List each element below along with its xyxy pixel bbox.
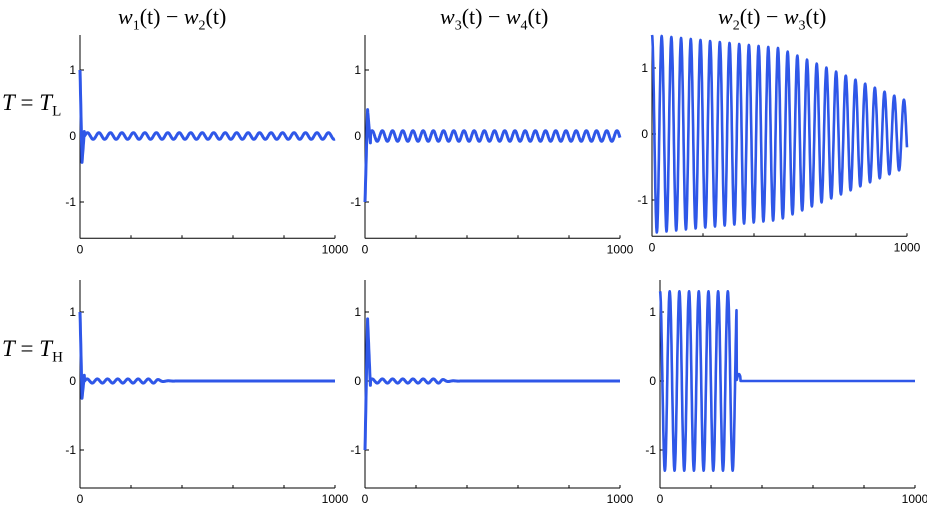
row-label-low: T = TL xyxy=(2,90,61,121)
x-tick-label: 1000 xyxy=(894,240,921,254)
x-tick-label: 0 xyxy=(77,492,84,505)
y-tick-label: 0 xyxy=(649,374,656,388)
y-tick-label: 0 xyxy=(69,374,76,388)
y-tick-label: 0 xyxy=(354,374,361,388)
title-sub-b: 3 xyxy=(798,18,806,34)
title-var-b: w xyxy=(183,4,199,29)
series-line xyxy=(650,34,909,234)
column-title-2: w3(t) − w4(t) xyxy=(440,4,548,34)
title-end: (t) xyxy=(527,4,549,29)
title-sub-b: 4 xyxy=(520,18,528,34)
chart-panel-6: 1 0 -1 0 1000 xyxy=(645,280,927,505)
x-tick-label: 0 xyxy=(362,242,369,256)
y-tick-label: -1 xyxy=(637,193,648,207)
x-tick-label: 0 xyxy=(649,240,656,254)
x-tick-label: 1000 xyxy=(322,492,349,505)
row-rhs: T xyxy=(39,336,53,361)
column-title-1: w1(t) − w2(t) xyxy=(118,4,226,34)
chart-panel-4: 1 0 -1 0 1000 xyxy=(65,280,349,505)
title-sub-a: 2 xyxy=(732,18,740,34)
column-title-3: w2(t) − w3(t) xyxy=(718,4,826,34)
title-var-b: w xyxy=(783,4,799,29)
title-var-a: w xyxy=(118,4,133,29)
y-tick-label: -1 xyxy=(350,195,361,209)
y-tick-label: 0 xyxy=(641,127,648,141)
y-tick-label: 1 xyxy=(649,305,656,319)
y-tick-label: 0 xyxy=(354,129,361,143)
title-mid: (t) − xyxy=(739,4,784,29)
chart-panel-1: 1 0 -1 0 1000 xyxy=(65,35,349,256)
series-line xyxy=(658,289,917,473)
row-eq: = xyxy=(14,336,40,361)
title-var-a: w xyxy=(718,4,733,29)
title-end: (t) xyxy=(205,4,227,29)
title-var-a: w xyxy=(440,4,455,29)
y-tick-label: 1 xyxy=(641,61,648,75)
title-sub-a: 1 xyxy=(132,18,140,34)
row-lhs: T xyxy=(2,336,15,361)
title-end: (t) xyxy=(805,4,827,29)
title-var-b: w xyxy=(505,4,521,29)
series-line xyxy=(78,311,337,400)
chart-panel-2: 1 0 -1 0 1000 xyxy=(350,35,634,256)
x-tick-label: 1000 xyxy=(607,242,634,256)
x-tick-label: 0 xyxy=(362,492,369,505)
x-tick-label: 1000 xyxy=(607,492,634,505)
row-lhs: T xyxy=(2,90,15,115)
x-tick-label: 1000 xyxy=(322,242,349,256)
y-tick-label: -1 xyxy=(65,443,76,457)
y-tick-label: -1 xyxy=(350,443,361,457)
y-tick-label: 1 xyxy=(354,305,361,319)
title-mid: (t) − xyxy=(139,4,184,29)
y-tick-label: 0 xyxy=(69,129,76,143)
y-tick-label: 1 xyxy=(69,305,76,319)
title-sub-b: 2 xyxy=(198,18,206,34)
row-label-high: T = TH xyxy=(2,336,63,367)
chart-panel-5: 1 0 -1 0 1000 xyxy=(350,280,634,505)
row-sub: H xyxy=(52,349,63,366)
y-tick-label: -1 xyxy=(645,443,656,457)
series-line xyxy=(78,69,337,164)
title-sub-a: 3 xyxy=(454,18,462,34)
x-tick-label: 0 xyxy=(657,492,664,505)
series-line xyxy=(363,108,622,203)
y-tick-label: 1 xyxy=(69,63,76,77)
row-eq: = xyxy=(14,90,40,115)
row-sub: L xyxy=(52,103,62,120)
row-rhs: T xyxy=(39,90,53,115)
title-mid: (t) − xyxy=(461,4,506,29)
y-tick-label: -1 xyxy=(65,195,76,209)
series-line xyxy=(363,317,622,451)
chart-panel-3: 1 0 -1 0 1000 xyxy=(637,34,921,254)
y-tick-label: 1 xyxy=(354,63,361,77)
x-tick-label: 0 xyxy=(77,242,84,256)
x-tick-label: 1000 xyxy=(902,492,927,505)
